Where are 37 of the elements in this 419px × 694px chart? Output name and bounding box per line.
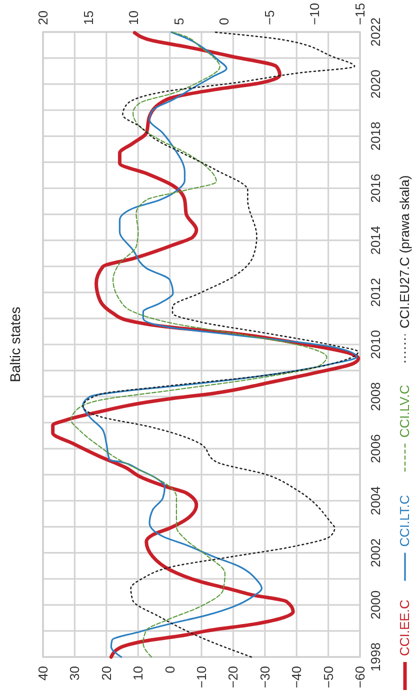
x2-tick-label: 20	[36, 10, 50, 25]
y-tick-label: 2000	[368, 590, 383, 620]
x-tick-label: 40	[36, 666, 50, 680]
x-tick-label: 20	[98, 666, 114, 680]
x-tick-label: 10	[130, 666, 146, 680]
x-tick-label: −20	[226, 666, 241, 688]
y-tick-label: 2006	[368, 434, 383, 464]
x-tick-label: −60	[352, 666, 368, 688]
x-tick-label: 0	[162, 666, 178, 674]
text: CCI.LV.C	[397, 384, 412, 438]
text: Baltic states	[7, 306, 23, 382]
y-tick-label: 2016	[368, 174, 383, 203]
x2-tick-label: −5	[262, 10, 277, 25]
y-tick-label: 1998	[368, 642, 383, 672]
y-tick-label: 2018	[368, 122, 383, 151]
text: CCI.EU27.C (prawa skala)	[397, 175, 412, 328]
y-tick-label: 2020	[368, 70, 383, 99]
x2-tick-label: 0	[216, 18, 232, 25]
text: CCI.LT.C	[397, 495, 412, 547]
y-tick-label: 2010	[368, 330, 383, 359]
y-tick-label: 2014	[368, 226, 383, 255]
x-tick-label: −10	[194, 666, 209, 688]
y-tick-label: 2008	[368, 382, 383, 412]
x2-tick-label: −10	[307, 2, 322, 25]
x-tick-label: −50	[320, 666, 336, 688]
y-tick-label: 2022	[368, 18, 383, 46]
x2-tick-label: 10	[126, 10, 142, 25]
y-tick-label: 2004	[368, 486, 383, 516]
y-tick-label: 2012	[368, 278, 383, 307]
x-tick-label: −40	[289, 666, 304, 688]
x2-tick-label: 15	[80, 10, 96, 25]
text: CCI.EE.C	[397, 600, 412, 656]
x2-tick-label: 5	[171, 18, 186, 25]
y-tick-label: 2002	[368, 538, 383, 568]
x2-tick-label: −15	[352, 2, 368, 25]
x-tick-label: 30	[67, 666, 82, 680]
x-tick-label: −30	[257, 666, 272, 688]
